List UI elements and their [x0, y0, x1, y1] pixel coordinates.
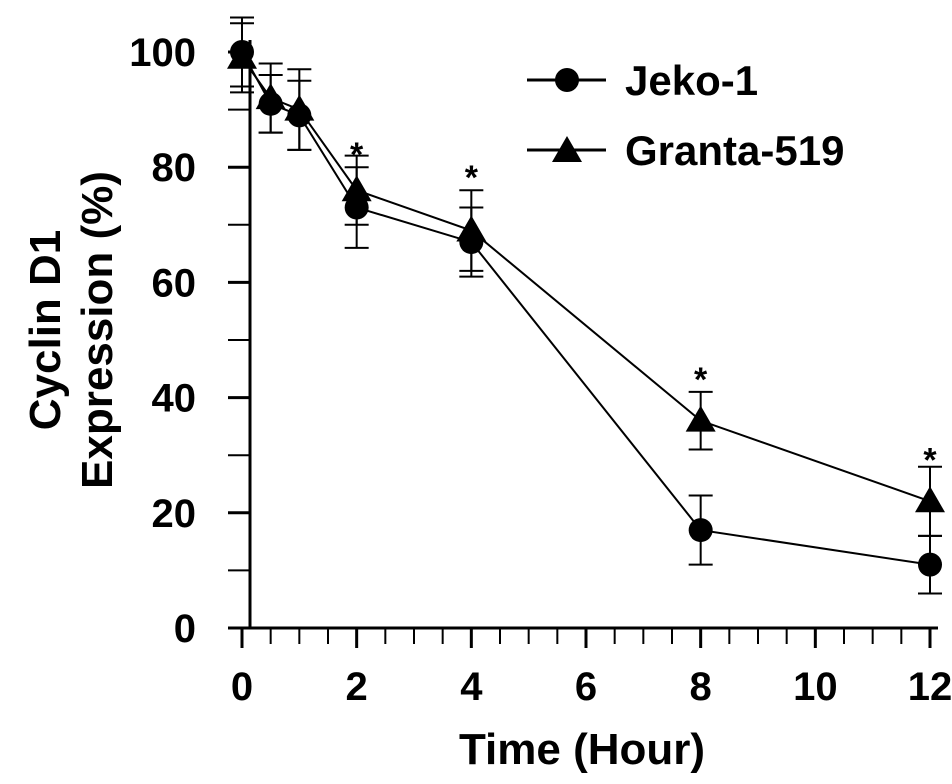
data-point [342, 175, 372, 201]
y-axis-title-line1: Cyclin D1 [21, 230, 70, 431]
annotation-layer: * * * * [350, 136, 937, 479]
legend: Jeko-1 Granta-519 [527, 57, 844, 174]
significance-star: * [465, 159, 479, 197]
y-tick-label: 40 [152, 377, 197, 421]
y-tick-label: 60 [152, 261, 197, 305]
legend-jeko-label: Jeko-1 [625, 57, 758, 104]
data-point [284, 95, 314, 121]
legend-granta-label: Granta-519 [625, 127, 844, 174]
y-tick-label: 0 [174, 607, 196, 651]
series-granta-519 [227, 23, 945, 536]
significance-star: * [350, 136, 364, 174]
x-tick-label: 12 [908, 665, 952, 709]
legend-jeko-marker [555, 68, 579, 92]
data-point [915, 486, 945, 512]
significance-star: * [923, 441, 937, 479]
x-axis-title: Time (Hour) [459, 725, 705, 774]
y-tick-label: 80 [152, 146, 197, 190]
x-tick-label: 6 [575, 665, 597, 709]
data-point [456, 216, 486, 242]
x-tick-label: 0 [231, 665, 253, 709]
x-tick-label: 4 [460, 665, 483, 709]
data-point [689, 518, 713, 542]
series-layer [227, 17, 945, 593]
data-point [686, 406, 716, 432]
x-tick-label: 8 [690, 665, 712, 709]
x-tick-label: 2 [346, 665, 368, 709]
significance-star: * [694, 361, 708, 399]
data-point [918, 553, 942, 577]
y-tick-label: 20 [152, 492, 197, 536]
data-point [256, 83, 286, 109]
y-axis-title-line2: Expression (%) [73, 171, 122, 489]
y-tick-label: 100 [129, 31, 196, 75]
x-tick-label: 10 [793, 665, 838, 709]
series-jeko-1 [230, 17, 942, 593]
series-line [242, 58, 930, 502]
